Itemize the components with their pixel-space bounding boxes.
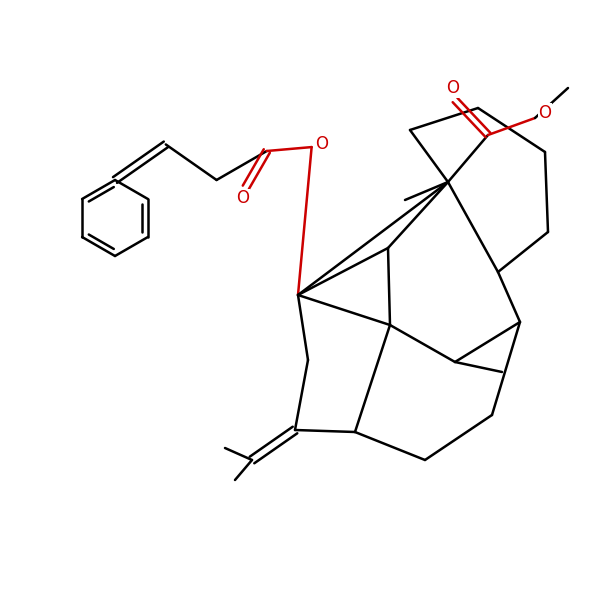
Text: O: O: [315, 135, 328, 153]
Text: O: O: [539, 104, 551, 122]
Text: O: O: [446, 79, 460, 97]
Text: O: O: [236, 190, 250, 208]
